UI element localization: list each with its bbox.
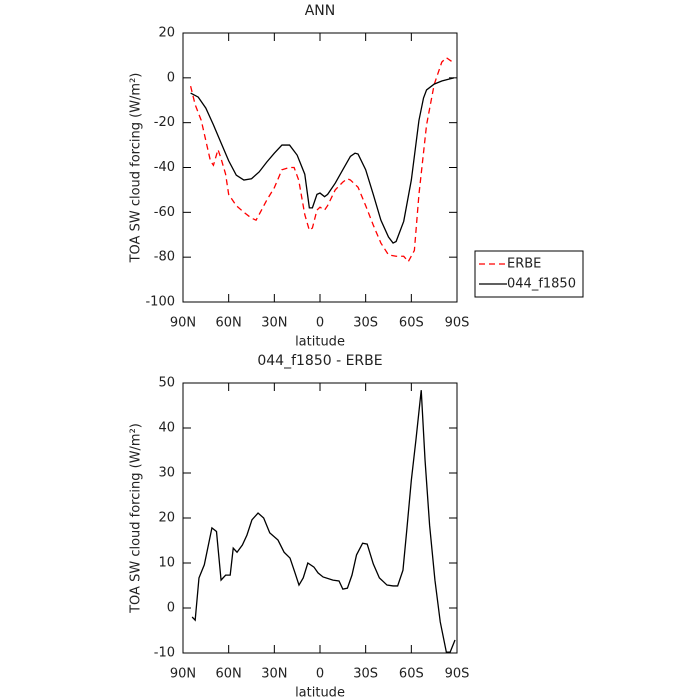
- x-tick-label: 60S: [399, 316, 424, 331]
- x-tick-label: 30N: [261, 316, 287, 331]
- y-tick-label: 30: [158, 466, 175, 481]
- y-tick-label: -80: [154, 250, 175, 265]
- x-tick-label: 90S: [445, 316, 470, 331]
- x-tick-label: 30S: [353, 667, 378, 682]
- x-tick-label: 90N: [170, 667, 196, 682]
- y-tick-label: 0: [167, 70, 175, 85]
- x-tick-label: 60N: [216, 667, 242, 682]
- legend-box: [474, 250, 584, 298]
- y-axis-label: TOA SW cloud forcing (W/m²): [129, 73, 144, 264]
- x-tick-label: 0: [316, 316, 324, 331]
- y-tick-label: -60: [154, 205, 175, 220]
- legend-label: ERBE: [507, 257, 541, 272]
- y-tick-label: 0: [167, 601, 175, 616]
- x-tick-label: 0: [316, 667, 324, 682]
- plot-frame: [182, 32, 458, 303]
- x-tick-label: 90S: [445, 667, 470, 682]
- y-tick-label: 40: [158, 421, 175, 436]
- y-axis-label: TOA SW cloud forcing (W/m²): [129, 423, 144, 614]
- y-tick-label: 50: [158, 376, 175, 391]
- y-tick-label: 20: [158, 511, 175, 526]
- x-axis-label: latitude: [295, 686, 345, 700]
- data-line: [191, 390, 456, 653]
- x-tick-label: 90N: [170, 316, 196, 331]
- y-tick-label: -40: [154, 160, 175, 175]
- x-tick-label: 30S: [353, 316, 378, 331]
- x-tick-label: 60S: [399, 667, 424, 682]
- y-tick-label: -10: [154, 646, 175, 661]
- legend-label: 044_f1850: [507, 277, 576, 292]
- data-line: [189, 56, 455, 263]
- x-tick-label: 60N: [216, 316, 242, 331]
- chart-title: 044_f1850 - ERBE: [257, 353, 382, 369]
- x-tick-label: 30N: [261, 667, 287, 682]
- plot-frame: [182, 382, 458, 654]
- y-tick-label: -100: [145, 295, 175, 310]
- y-tick-label: 20: [158, 26, 175, 41]
- y-tick-label: 10: [158, 556, 175, 571]
- y-tick-label: -20: [154, 115, 175, 130]
- x-axis-label: latitude: [295, 335, 345, 350]
- chart-title: ANN: [305, 3, 336, 19]
- data-line: [190, 77, 455, 244]
